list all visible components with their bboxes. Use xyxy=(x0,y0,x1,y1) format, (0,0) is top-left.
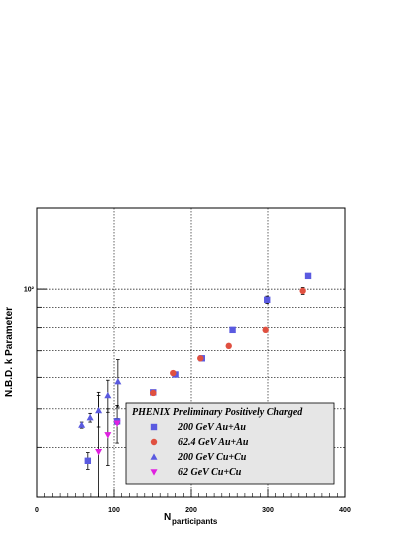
data-point-square xyxy=(264,296,271,304)
data-point-circle xyxy=(299,287,306,295)
axis-ticks xyxy=(36,288,346,497)
x-tick-label: 100 xyxy=(108,507,120,514)
data-point-square xyxy=(304,272,312,280)
x-axis-label-subscript: participants xyxy=(172,517,218,526)
data-point-circle xyxy=(150,389,157,397)
y-axis-label: N.B.D. k Parameter xyxy=(4,307,15,397)
grid-lines xyxy=(37,208,345,497)
data-points xyxy=(78,272,312,464)
legend-entry-label: 62 GeV Cu+Cu xyxy=(178,467,242,478)
x-tick-label: 0 xyxy=(35,507,39,514)
legend-marker-triangle-down xyxy=(150,469,158,476)
data-point-triangle-up xyxy=(78,421,86,428)
data-point-square xyxy=(229,326,236,334)
data-point-circle xyxy=(170,369,177,377)
x-tick-label: 200 xyxy=(185,507,197,514)
x-tick-label: 300 xyxy=(262,507,274,514)
x-axis-label: N xyxy=(164,512,171,523)
legend-entries: 200 GeV Au+Au 62.4 GeV Au+Au 200 GeV Cu+Cu… xyxy=(150,422,249,478)
legend-entry-label: 200 GeV Au+Au xyxy=(177,422,246,433)
data-point-triangle-up xyxy=(104,391,112,399)
data-point-triangle-up xyxy=(95,406,103,414)
x-tick-label: 400 xyxy=(339,507,351,514)
data-point-triangle-down xyxy=(95,448,103,456)
axis-tick-labels: 0 100 200 300 400 10² xyxy=(24,287,351,514)
data-point-triangle-up xyxy=(114,378,122,385)
data-point-square xyxy=(84,457,92,464)
data-point-circle xyxy=(225,342,232,350)
data-point-triangle-down xyxy=(104,432,112,439)
legend-entry-label: 200 GeV Cu+Cu xyxy=(177,452,247,463)
legend-marker-square xyxy=(150,423,158,431)
legend-marker-triangle-up xyxy=(150,453,158,460)
legend-box xyxy=(125,402,335,485)
data-point-circle xyxy=(197,355,204,362)
data-point-triangle-up xyxy=(86,413,94,421)
legend: PHENIX Preliminary Positively Charged 20… xyxy=(125,402,335,485)
legend-marker-circle xyxy=(150,438,158,446)
data-point-triangle-down xyxy=(113,420,121,427)
data-point-circle xyxy=(262,326,269,334)
legend-entry-label: 62.4 GeV Au+Au xyxy=(178,437,249,448)
y-tick-label: 10² xyxy=(24,287,35,294)
legend-title: PHENIX Preliminary Positively Charged xyxy=(132,407,303,418)
